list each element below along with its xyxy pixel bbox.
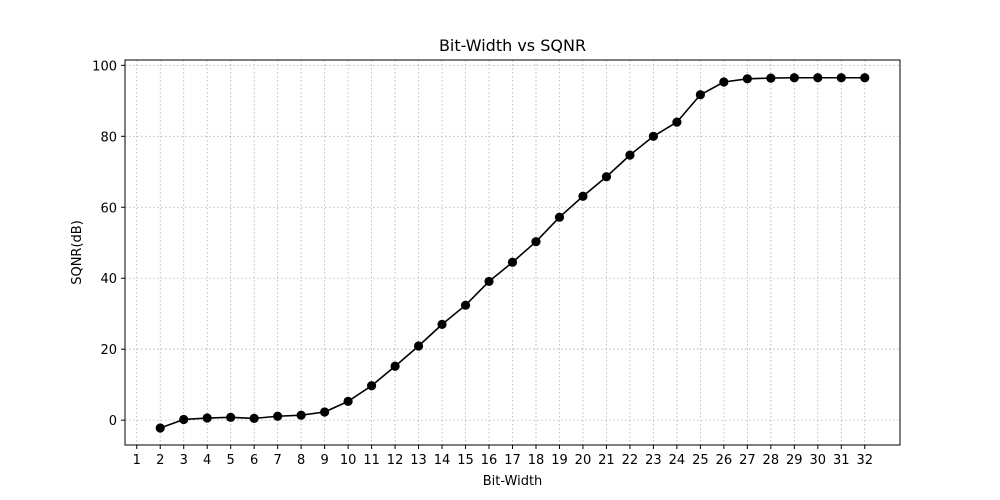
data-point [648,131,659,141]
x-tick-label: 31 [833,453,850,468]
data-point [179,414,189,425]
x-tick-label: 3 [180,453,188,468]
x-tick-label: 1 [133,453,141,468]
x-tick-label: 15 [457,453,474,468]
data-point [578,191,588,201]
data-point [813,73,823,83]
x-tick-label: 5 [227,453,235,468]
data-point [273,411,283,421]
data-point [554,212,565,222]
data-point [390,361,400,371]
data-point [320,407,330,417]
x-tick-label: 28 [763,453,780,468]
x-tick-label: 24 [669,453,686,468]
data-point [460,300,471,310]
x-tick-label: 18 [528,453,545,468]
chart-title: Bit-Width vs SQNR [439,36,586,55]
x-tick-label: 7 [274,453,282,468]
data-point [836,73,846,83]
data-point [437,319,447,329]
x-tick-label: 17 [504,453,521,468]
x-tick-label: 14 [434,453,451,468]
x-tick-label: 22 [622,453,639,468]
y-tick-label: 20 [100,343,117,358]
axis-ticks: 1 2 3 4 5 6 7 8 9 10 11 12 13 14 15 16 17 18 19 20 21 22 23 24 2… [92,59,873,468]
x-tick-label: 26 [716,453,733,468]
data-point [296,410,306,420]
data-point [742,74,752,84]
data-point [789,73,799,83]
y-tick-label: 40 [100,272,117,287]
data-point [413,341,424,351]
y-tick-label: 100 [92,59,117,74]
x-tick-label: 25 [692,453,709,468]
x-tick-label: 6 [250,453,258,468]
y-tick-label: 80 [100,130,117,145]
data-point [719,77,729,87]
y-tick-label: 60 [100,201,117,216]
x-tick-label: 4 [203,453,211,468]
x-tick-label: 16 [481,453,498,468]
data-point [625,150,635,160]
x-tick-label: 9 [320,453,328,468]
x-tick-label: 8 [297,453,305,468]
series [155,73,870,433]
data-point [507,257,518,267]
data-point [695,90,705,100]
data-point [484,276,494,287]
x-tick-label: 32 [856,453,873,468]
x-tick-label: 2 [156,453,164,468]
x-tick-label: 23 [645,453,662,468]
data-point [672,117,682,127]
data-point [860,73,870,83]
grid [125,60,900,445]
x-tick-label: 27 [739,453,756,468]
data-point [531,237,541,247]
data-point [601,172,612,182]
x-axis-label: Bit-Width [483,474,543,489]
x-tick-label: 19 [551,453,568,468]
data-point [366,381,377,391]
data-point [155,423,165,433]
y-axis-label: SQNR(dB) [70,220,85,285]
data-point [202,413,212,423]
x-tick-label: 30 [810,453,827,468]
x-tick-label: 11 [363,453,380,468]
data-point [249,413,259,423]
x-tick-label: 10 [340,453,357,468]
data-point [766,73,776,83]
y-tick-label: 0 [109,414,117,429]
x-tick-label: 12 [387,453,404,468]
x-tick-label: 20 [575,453,592,468]
data-point [226,412,236,422]
data-point [343,396,353,406]
x-tick-label: 21 [598,453,615,468]
x-tick-label: 29 [786,453,803,468]
x-tick-label: 13 [410,453,427,468]
plot-frame [124,59,901,446]
